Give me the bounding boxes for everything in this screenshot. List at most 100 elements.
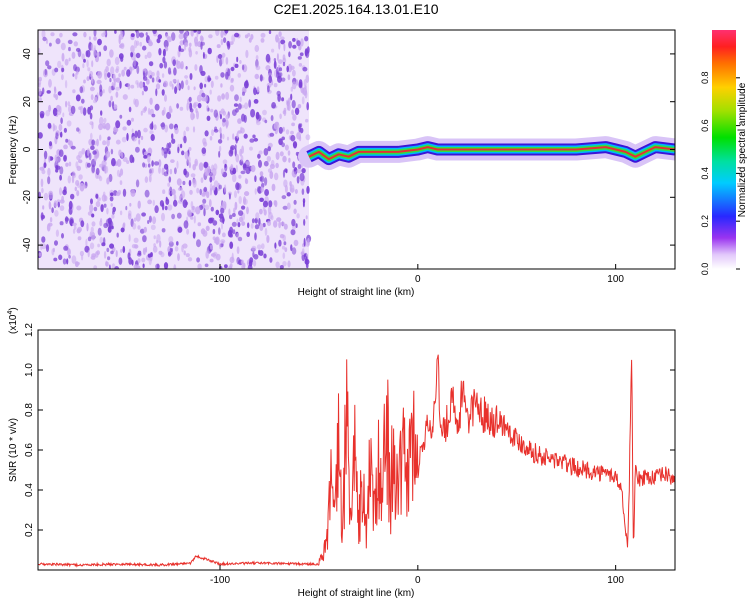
noise-dot — [180, 60, 184, 70]
noise-dot — [89, 242, 95, 250]
noise-dot — [223, 37, 227, 43]
noise-dot — [41, 169, 46, 175]
noise-dot — [279, 113, 282, 120]
noise-dot — [207, 47, 212, 55]
noise-dot — [163, 262, 169, 269]
noise-dot — [189, 102, 193, 111]
noise-dot — [225, 121, 228, 129]
noise-dot — [105, 66, 109, 73]
noise-dot — [141, 257, 146, 263]
noise-dot — [47, 65, 52, 70]
noise-dot — [143, 127, 148, 133]
noise-dot — [207, 165, 211, 174]
noise-dot — [283, 179, 288, 188]
noise-dot — [291, 122, 295, 127]
noise-dot — [153, 124, 157, 131]
noise-dot — [55, 94, 59, 101]
noise-dot — [224, 264, 228, 269]
noise-dot — [200, 36, 204, 42]
noise-dot — [102, 140, 107, 146]
noise-dot — [280, 221, 285, 226]
noise-dot — [105, 261, 109, 267]
noise-dot — [115, 86, 120, 91]
noise-dot — [233, 207, 236, 214]
noise-dot — [105, 122, 111, 131]
noise-dot — [281, 195, 287, 200]
noise-dot — [298, 63, 303, 67]
noise-dot — [292, 81, 297, 90]
noise-dot — [120, 56, 124, 62]
noise-dot — [65, 100, 68, 108]
noise-dot — [146, 51, 152, 59]
noise-dot — [63, 155, 67, 162]
noise-dot — [89, 112, 93, 120]
noise-dot — [291, 247, 297, 255]
x-tick-label: 0 — [415, 274, 421, 285]
noise-dot — [271, 183, 276, 192]
noise-dot — [166, 111, 172, 120]
noise-dot — [38, 132, 43, 139]
noise-dot — [148, 174, 152, 183]
y-tick-label: 0.6 — [24, 443, 35, 457]
noise-dot — [202, 198, 207, 204]
noise-dot — [172, 59, 176, 67]
noise-dot — [144, 189, 150, 198]
noise-dot — [230, 77, 234, 82]
noise-dot — [99, 134, 102, 141]
noise-dot — [274, 200, 278, 208]
noise-dot — [276, 217, 282, 222]
noise-dot — [185, 30, 189, 38]
noise-dot — [101, 194, 107, 202]
noise-dot — [129, 154, 134, 164]
noise-dot — [115, 91, 119, 98]
colorbar-label: Normalized spectral amplitude — [737, 82, 748, 217]
noise-dot — [108, 85, 112, 94]
noise-dot — [190, 30, 194, 37]
noise-dot — [217, 54, 223, 59]
noise-dot — [177, 226, 183, 233]
noise-dot — [164, 205, 168, 211]
noise-dot — [194, 158, 199, 167]
noise-dot — [290, 184, 295, 193]
noise-dot — [152, 199, 155, 206]
snr-exponent-label: (x104) — [7, 307, 19, 334]
noise-dot — [288, 157, 291, 163]
noise-dot — [144, 54, 148, 60]
noise-dot — [221, 222, 223, 230]
noise-dot — [53, 200, 58, 208]
noise-dot — [293, 171, 297, 178]
noise-dot — [161, 203, 165, 211]
noise-dot — [206, 191, 210, 199]
noise-dot — [270, 215, 274, 221]
noise-dot — [290, 229, 296, 236]
x-tick-label: 100 — [607, 575, 624, 586]
noise-dot — [302, 66, 308, 72]
noise-dot — [90, 94, 94, 101]
noise-dot — [305, 256, 308, 265]
noise-dot — [158, 250, 163, 255]
noise-dot — [233, 103, 239, 107]
noise-dot — [206, 115, 211, 122]
noise-dot — [305, 215, 308, 220]
noise-dot — [43, 192, 49, 201]
noise-dot — [58, 149, 64, 157]
noise-dot — [144, 106, 147, 112]
noise-dot — [72, 228, 76, 234]
noise-dot — [147, 154, 151, 164]
noise-dot — [297, 163, 302, 170]
noise-dot — [131, 244, 137, 249]
noise-dot — [122, 157, 128, 162]
noise-dot — [240, 155, 244, 162]
noise-dot — [184, 75, 189, 79]
noise-dot — [219, 58, 223, 67]
noise-dot — [99, 236, 104, 244]
y-tick-label: -40 — [22, 237, 33, 252]
noise-dot — [161, 149, 164, 156]
noise-dot — [177, 146, 180, 154]
noise-dot — [138, 139, 141, 145]
noise-dot — [83, 58, 86, 63]
noise-dot — [86, 76, 90, 82]
noise-dot — [106, 58, 111, 67]
noise-dot — [47, 167, 51, 177]
noise-dot — [286, 192, 291, 197]
